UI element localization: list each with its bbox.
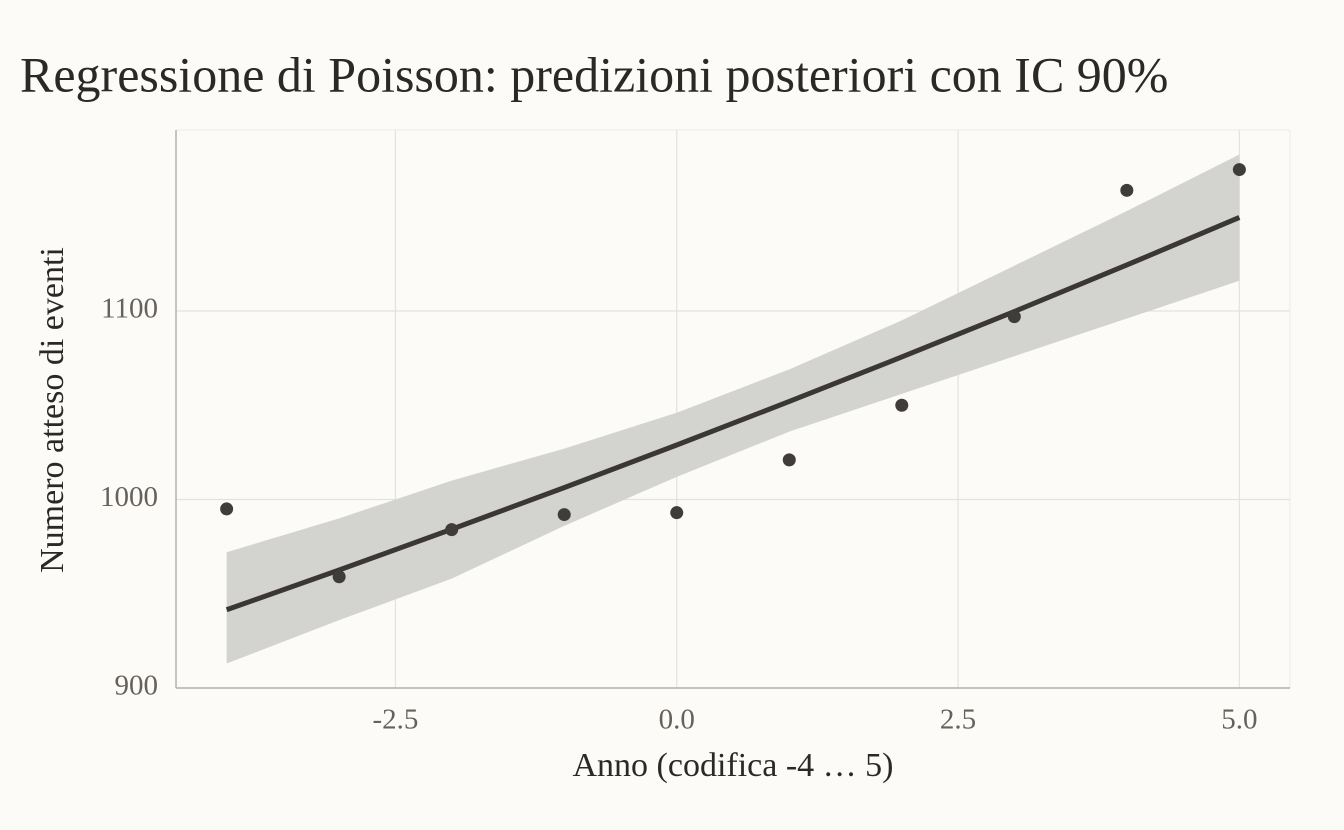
data-point — [1120, 183, 1134, 197]
y-tick-label: 1100 — [101, 293, 158, 325]
data-point — [220, 502, 234, 516]
data-point — [1007, 310, 1021, 324]
data-point — [557, 508, 571, 522]
data-point — [670, 506, 684, 520]
plot-area: 900 1000 1100 -2.5 0.0 2.5 5.0 — [100, 129, 1291, 736]
x-tick-label: 5.0 — [1221, 704, 1257, 736]
data-point — [895, 398, 909, 412]
x-tick-label: 2.5 — [940, 704, 976, 736]
chart-title: Regressione di Poisson: predizioni poste… — [20, 46, 1168, 102]
data-point — [445, 523, 459, 537]
x-tick-label: -2.5 — [372, 704, 418, 736]
data-point — [782, 453, 796, 467]
x-axis-label: Anno (codifica -4 … 5) — [572, 747, 893, 784]
y-tick-label: 900 — [115, 670, 159, 702]
fit-line — [225, 215, 1241, 613]
y-tick-label: 1000 — [100, 481, 158, 513]
y-axis-label: Numero atteso di eventi — [34, 247, 71, 573]
x-tick-label: 0.0 — [659, 704, 695, 736]
data-point — [332, 570, 346, 584]
data-point — [1232, 163, 1246, 177]
credible-band — [226, 154, 1240, 664]
